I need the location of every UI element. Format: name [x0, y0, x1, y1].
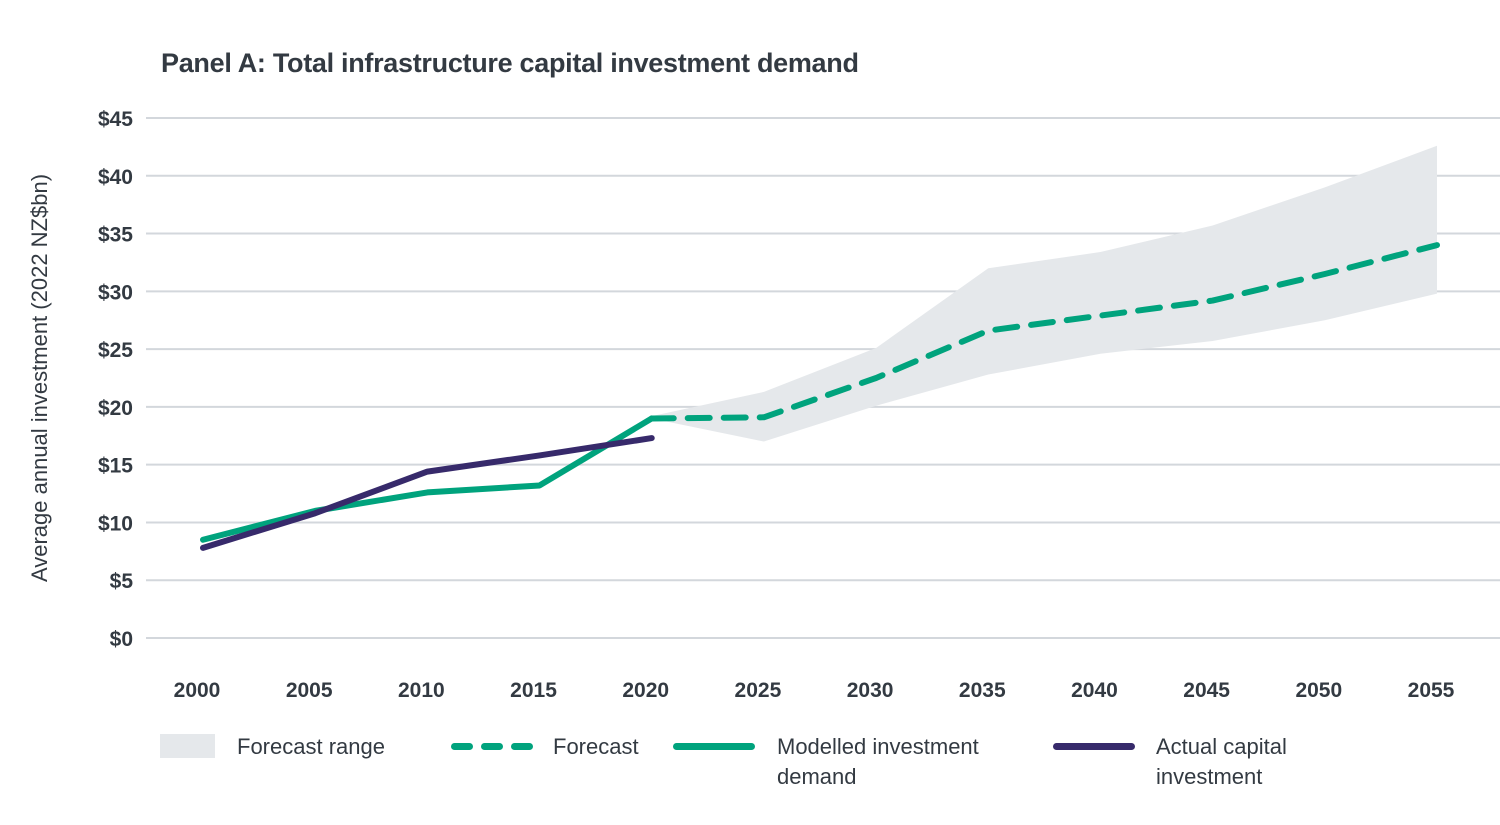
x-tick-label: 2055	[1408, 679, 1455, 702]
x-tick-label: 2040	[1071, 679, 1118, 702]
y-tick-label: $30	[98, 281, 133, 304]
legend-label-actual-1: Actual capital	[1156, 734, 1287, 759]
y-tick-label: $35	[98, 224, 133, 247]
legend-label-forecast: Forecast	[553, 734, 639, 759]
legend-swatch-forecast	[451, 743, 533, 750]
y-tick-label: $0	[110, 628, 133, 651]
series-line-modelled-investment-demand	[200, 415, 655, 543]
y-tick-label: $40	[98, 166, 133, 189]
forecast-range-area	[651, 145, 1437, 442]
x-tick-label: 2015	[510, 679, 557, 702]
legend-item-actual: Actual capital investment	[1053, 732, 1287, 792]
x-tick-label: 2035	[959, 679, 1006, 702]
x-tick-label: 2030	[847, 679, 894, 702]
x-tick-label: 2020	[622, 679, 669, 702]
x-tick-label: 2010	[398, 679, 445, 702]
series-lines	[200, 242, 1440, 551]
x-tick-labels: 2000 2005 2010 2015 2020 2025 2030 2035 2040 2045…	[174, 679, 1455, 702]
x-tick-label: 2025	[735, 679, 782, 702]
legend-label-modelled-1: Modelled investment	[777, 734, 979, 759]
forecast-range-band	[651, 145, 1437, 442]
legend-label-modelled-2: demand	[777, 764, 857, 789]
legend-label-forecast-range: Forecast range	[237, 734, 385, 759]
x-tick-label: 2045	[1183, 679, 1230, 702]
x-tick-label: 2050	[1295, 679, 1342, 702]
y-tick-label: $45	[98, 108, 133, 131]
legend: Forecast range Forecast Modelled investm…	[0, 732, 1500, 802]
chart-title: Panel A: Total infrastructure capital in…	[161, 48, 859, 78]
legend-swatch-actual	[1053, 743, 1135, 750]
y-tick-label: $5	[110, 570, 134, 593]
series-line-forecast	[648, 242, 1440, 422]
y-tick-label: $15	[98, 455, 133, 478]
legend-swatch-modelled	[673, 743, 755, 750]
y-tick-label: $20	[98, 397, 133, 420]
y-tick-label: $10	[98, 512, 133, 535]
legend-item-modelled: Modelled investment demand	[673, 732, 979, 792]
series-line-actual-capital-investment	[200, 435, 655, 551]
legend-item-forecast: Forecast	[451, 732, 639, 762]
legend-swatch-forecast-range	[160, 734, 215, 758]
x-tick-label: 2005	[286, 679, 333, 702]
x-tick-label: 2000	[174, 679, 221, 702]
y-tick-labels: $0 $5 $10 $15 $20 $25 $30 $35 $40 $45	[98, 108, 133, 651]
legend-label-actual-2: investment	[1156, 764, 1263, 789]
legend-item-forecast-range: Forecast range	[160, 732, 385, 762]
y-tick-label: $25	[98, 339, 133, 362]
